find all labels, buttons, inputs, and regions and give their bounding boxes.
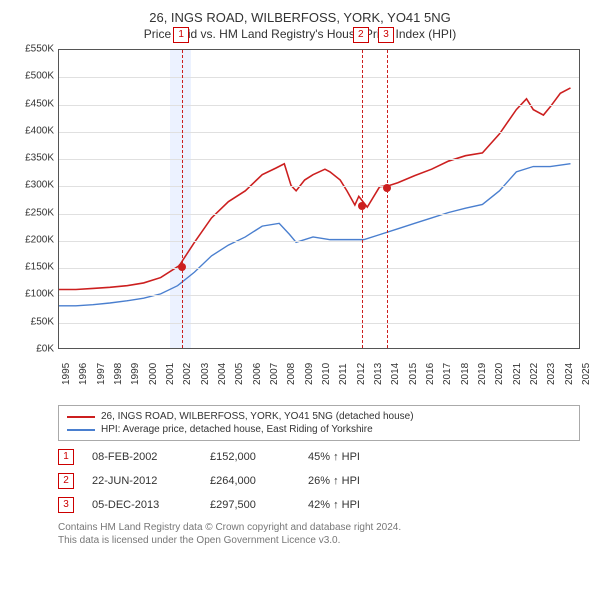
legend-swatch [67, 429, 95, 431]
x-tick-label: 2012 [356, 363, 367, 385]
chart-title: 26, INGS ROAD, WILBERFOSS, YORK, YO41 5N… [10, 10, 590, 25]
x-tick-label: 2024 [564, 363, 575, 385]
x-tick-label: 2016 [425, 363, 436, 385]
sale-dot-3 [383, 184, 391, 192]
legend-item: 26, INGS ROAD, WILBERFOSS, YORK, YO41 5N… [67, 410, 571, 423]
transaction-pct-vs-hpi: 45% ↑ HPI [308, 451, 398, 463]
sale-marker-2: 2 [353, 27, 369, 43]
transaction-date: 08-FEB-2002 [92, 451, 192, 463]
sale-marker-1: 1 [173, 27, 189, 43]
y-tick-label: £350K [25, 153, 58, 164]
footer-line-1: Contains HM Land Registry data © Crown c… [58, 521, 580, 534]
x-tick-label: 1996 [78, 363, 89, 385]
transaction-marker-box: 2 [58, 473, 74, 489]
y-tick-label: £150K [25, 262, 58, 273]
transaction-row: 3 05-DEC-2013 £297,500 42% ↑ HPI [58, 493, 580, 517]
x-tick-label: 1995 [61, 363, 72, 385]
x-tick-label: 2009 [304, 363, 315, 385]
x-tick-label: 2023 [546, 363, 557, 385]
transaction-row: 1 08-FEB-2002 £152,000 45% ↑ HPI [58, 445, 580, 469]
sale-dot-1 [178, 263, 186, 271]
x-tick-label: 2011 [338, 363, 349, 385]
x-tick-label: 2021 [512, 363, 523, 385]
x-tick-label: 2005 [234, 363, 245, 385]
y-tick-label: £500K [25, 71, 58, 82]
y-tick-label: £300K [25, 180, 58, 191]
legend-label: 26, INGS ROAD, WILBERFOSS, YORK, YO41 5N… [101, 411, 414, 422]
transaction-pct-vs-hpi: 26% ↑ HPI [308, 475, 398, 487]
series-svg [59, 50, 579, 348]
x-tick-label: 2015 [408, 363, 419, 385]
x-tick-label: 2014 [390, 363, 401, 385]
legend-item: HPI: Average price, detached house, East… [67, 423, 571, 436]
x-tick-label: 2010 [321, 363, 332, 385]
y-tick-label: £250K [25, 207, 58, 218]
x-tick-label: 2004 [217, 363, 228, 385]
transaction-price: £264,000 [210, 475, 290, 487]
y-tick-label: £0K [36, 344, 58, 355]
sale-dot-2 [358, 202, 366, 210]
x-tick-label: 2019 [477, 363, 488, 385]
transaction-price: £152,000 [210, 451, 290, 463]
x-tick-label: 2020 [494, 363, 505, 385]
x-tick-label: 2008 [286, 363, 297, 385]
x-tick-label: 2025 [581, 363, 592, 385]
x-tick-label: 1997 [96, 363, 107, 385]
transactions-table: 1 08-FEB-2002 £152,000 45% ↑ HPI 2 22-JUN-201… [58, 445, 580, 517]
y-tick-label: £50K [31, 316, 58, 327]
chart-container: 26, INGS ROAD, WILBERFOSS, YORK, YO41 5N… [0, 0, 600, 547]
x-tick-label: 2001 [165, 363, 176, 385]
legend-box: 26, INGS ROAD, WILBERFOSS, YORK, YO41 5N… [58, 405, 580, 441]
transaction-date: 05-DEC-2013 [92, 499, 192, 511]
x-tick-label: 2003 [200, 363, 211, 385]
series-price_paid [59, 88, 570, 290]
x-tick-label: 2018 [460, 363, 471, 385]
legend-label: HPI: Average price, detached house, East… [101, 424, 373, 435]
x-tick-label: 1999 [130, 363, 141, 385]
y-tick-label: £450K [25, 98, 58, 109]
x-axis-labels: 1995 1996 1997 1998 1999 2000 2001 2002 2003 2004… [58, 349, 580, 399]
transaction-marker-box: 3 [58, 497, 74, 513]
legend-swatch [67, 416, 95, 418]
footer-line-2: This data is licensed under the Open Gov… [58, 534, 580, 547]
plot-area [58, 49, 580, 349]
x-tick-label: 1998 [113, 363, 124, 385]
transaction-pct-vs-hpi: 42% ↑ HPI [308, 499, 398, 511]
x-tick-label: 2017 [442, 363, 453, 385]
footer-attribution: Contains HM Land Registry data © Crown c… [58, 521, 580, 547]
x-tick-label: 2000 [148, 363, 159, 385]
y-tick-label: £400K [25, 125, 58, 136]
x-tick-label: 2006 [252, 363, 263, 385]
transaction-marker-box: 1 [58, 449, 74, 465]
plot-wrap: 1995 1996 1997 1998 1999 2000 2001 2002 2003 2004… [58, 49, 580, 399]
transaction-row: 2 22-JUN-2012 £264,000 26% ↑ HPI [58, 469, 580, 493]
transaction-date: 22-JUN-2012 [92, 475, 192, 487]
chart-subtitle: Price paid vs. HM Land Registry's House … [10, 27, 590, 41]
y-tick-label: £100K [25, 289, 58, 300]
x-tick-label: 2022 [529, 363, 540, 385]
sale-marker-3: 3 [378, 27, 394, 43]
transaction-price: £297,500 [210, 499, 290, 511]
x-tick-label: 2013 [373, 363, 384, 385]
y-tick-label: £550K [25, 44, 58, 55]
y-tick-label: £200K [25, 234, 58, 245]
x-tick-label: 2007 [269, 363, 280, 385]
x-tick-label: 2002 [182, 363, 193, 385]
